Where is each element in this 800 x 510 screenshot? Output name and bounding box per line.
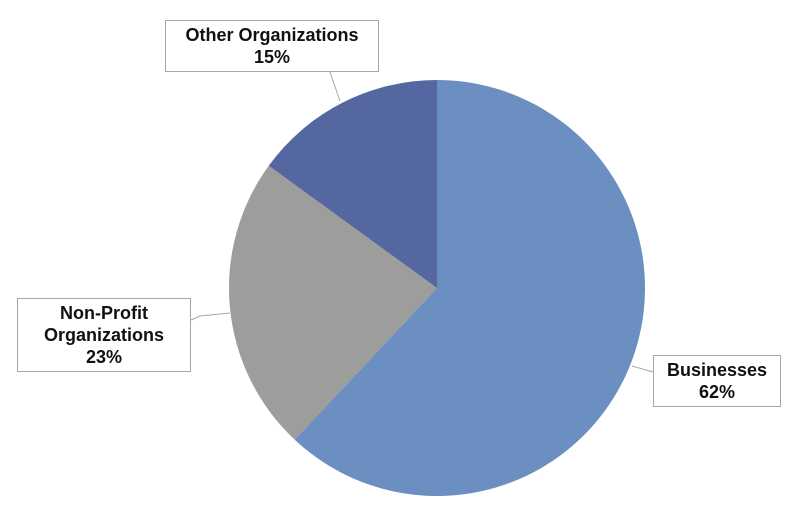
category-label: Businesses: [666, 360, 768, 380]
value-label: 15%: [253, 47, 291, 67]
leader-line: [329, 71, 341, 102]
pie-slice: [268, 80, 437, 288]
slice-label: Businesses 62%: [653, 355, 781, 407]
category-label: Other Organizations: [185, 25, 359, 45]
pie-slice: [229, 165, 437, 440]
leader-line: [631, 365, 654, 373]
value-label: 23%: [85, 347, 123, 367]
slice-label: Non-Profit Organizations 23%: [17, 298, 191, 372]
pie-slice: [294, 80, 646, 497]
value-label: 62%: [698, 382, 736, 402]
slice-label: Other Organizations 15%: [165, 20, 379, 72]
category-label: Non-Profit Organizations: [43, 303, 164, 345]
leader-line: [190, 312, 231, 321]
